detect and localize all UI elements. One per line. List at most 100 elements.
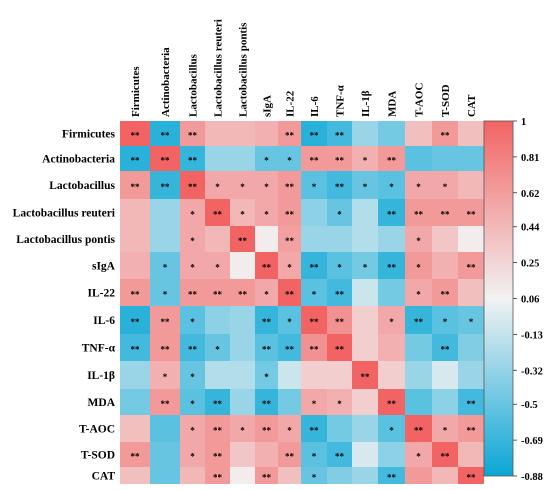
- significance-mark: *: [264, 182, 269, 192]
- heatmap-cell: [378, 171, 405, 199]
- significance-mark: **: [285, 182, 295, 192]
- significance-mark: *: [215, 182, 220, 192]
- heatmap-cell: [301, 467, 327, 484]
- row-label: MDA: [88, 397, 116, 409]
- heatmap-cell: [458, 252, 484, 279]
- heatmap-cell: [150, 442, 180, 467]
- colorbar-gradient: [483, 120, 514, 477]
- heatmap-cell: [432, 306, 458, 334]
- heatmap-cell: [352, 171, 378, 199]
- row-label: IL-1β: [87, 370, 115, 382]
- significance-mark: *: [443, 426, 448, 436]
- heatmap-cell: [405, 226, 432, 252]
- significance-mark: **: [467, 426, 477, 436]
- heatmap-cell: [150, 415, 180, 442]
- significance-mark: **: [213, 473, 223, 483]
- significance-mark: **: [188, 290, 198, 300]
- heatmap-cell: [405, 442, 432, 467]
- heatmap-cell: [278, 279, 301, 306]
- heatmap-cell: [180, 121, 205, 146]
- heatmap-cell: [120, 121, 150, 146]
- significance-mark: *: [287, 156, 292, 166]
- heatmap-cell: [327, 306, 352, 334]
- heatmap-cell: [432, 252, 458, 279]
- heatmap-cell: [180, 199, 205, 226]
- heatmap-cell: [327, 389, 352, 415]
- heatmap-cell: [230, 467, 255, 484]
- significance-mark: **: [131, 156, 141, 166]
- colorbar-tick-label: 0.62: [521, 189, 539, 200]
- heatmap-cell: [458, 334, 484, 361]
- significance-mark: **: [131, 290, 141, 300]
- significance-mark: **: [188, 182, 198, 192]
- heatmap-cell: [150, 146, 180, 171]
- heatmap-cell: [180, 226, 205, 252]
- heatmap-cell: [458, 171, 484, 199]
- significance-mark: **: [310, 131, 320, 141]
- colorbar-tick-label: 0.25: [521, 259, 539, 270]
- row-label: T-AOC: [79, 424, 115, 436]
- heatmap-cell: [378, 199, 405, 226]
- heatmap-cell: [378, 306, 405, 334]
- significance-mark: **: [188, 345, 198, 355]
- heatmap-cell: [301, 226, 327, 252]
- heatmap-cell: [405, 171, 432, 199]
- heatmap-cells: [120, 121, 484, 484]
- heatmap-cell: [352, 361, 378, 389]
- heatmap-cell: [405, 467, 432, 484]
- heatmap-cell: [405, 361, 432, 389]
- significance-mark: **: [188, 156, 198, 166]
- heatmap-cell: [405, 415, 432, 442]
- colorbar-tick-label: -0.88: [521, 472, 543, 483]
- heatmap-cell: [205, 226, 230, 252]
- significance-mark: *: [163, 290, 168, 300]
- heatmap-cell: [120, 199, 150, 226]
- heatmap-cell: [180, 389, 205, 415]
- heatmap-cell: [205, 306, 230, 334]
- heatmap-cell: [327, 252, 352, 279]
- significance-mark: **: [335, 156, 345, 166]
- row-label: Lactobacillus: [49, 180, 115, 192]
- significance-mark: **: [414, 426, 424, 436]
- significance-mark: **: [262, 473, 272, 483]
- heatmap-cell: [150, 121, 180, 146]
- significance-mark: *: [240, 426, 245, 436]
- column-label: Lactobacillus reuteri: [213, 19, 225, 117]
- significance-mark: **: [131, 131, 141, 141]
- heatmap-cell: [458, 389, 484, 415]
- heatmap-cell: [255, 121, 278, 146]
- significance-mark: *: [190, 317, 195, 327]
- significance-mark: *: [287, 317, 292, 327]
- heatmap-cell: [352, 389, 378, 415]
- heatmap-cell: [120, 415, 150, 442]
- significance-mark: **: [387, 399, 397, 409]
- significance-mark: **: [262, 399, 272, 409]
- heatmap-cell: [378, 279, 405, 306]
- heatmap-cell: [255, 389, 278, 415]
- row-label: sIgA: [92, 261, 116, 273]
- heatmap-cell: [180, 415, 205, 442]
- significance-mark: **: [161, 345, 171, 355]
- heatmap-cell: [278, 415, 301, 442]
- significance-mark: **: [467, 210, 477, 220]
- heatmap-cell: [432, 415, 458, 442]
- colorbar-tick-label: -0.13: [521, 330, 543, 341]
- heatmap-cell: [255, 467, 278, 484]
- significance-mark: *: [312, 399, 317, 409]
- heatmap-cell: [230, 415, 255, 442]
- significance-mark: **: [414, 210, 424, 220]
- significance-mark: *: [190, 372, 195, 382]
- heatmap-cell: [180, 334, 205, 361]
- heatmap-cell: [352, 121, 378, 146]
- heatmap-cell: [278, 252, 301, 279]
- colorbar: 1 0.81 0.62 0.44 0.25 0.06 -0.13 -0.32 -0.5 -0.69…: [483, 117, 543, 483]
- heatmap-cell: [278, 442, 301, 467]
- column-label: Actinobacteria: [160, 47, 172, 117]
- heatmap-cell: [205, 334, 230, 361]
- heatmap-cell: [352, 226, 378, 252]
- significance-mark: **: [262, 263, 272, 273]
- significance-mark: **: [414, 317, 424, 327]
- heatmap-cell: [230, 361, 255, 389]
- significance-mark: **: [131, 345, 141, 355]
- significance-mark: **: [161, 399, 171, 409]
